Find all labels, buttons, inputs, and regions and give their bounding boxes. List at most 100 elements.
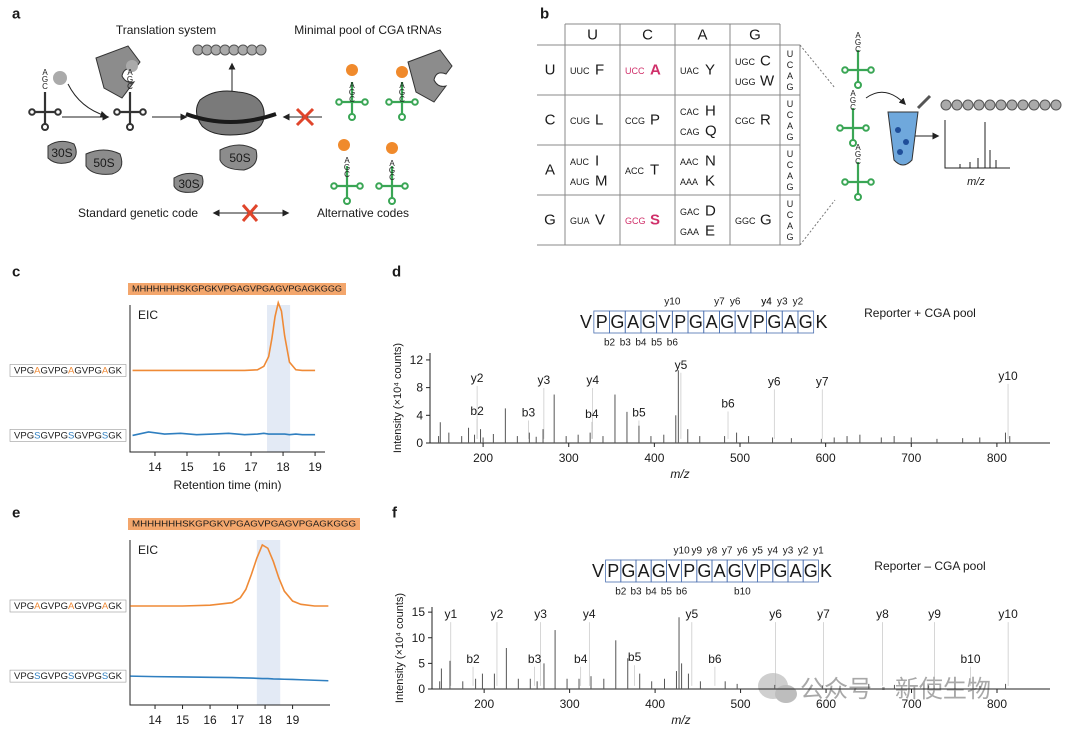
char: G bbox=[61, 365, 68, 375]
ion-label: y10 bbox=[998, 369, 1018, 383]
codon: UGG bbox=[735, 77, 756, 87]
char: P bbox=[88, 671, 94, 681]
row-header: C bbox=[545, 112, 556, 129]
char: G bbox=[94, 430, 101, 440]
char: C bbox=[787, 60, 794, 70]
char: A bbox=[787, 71, 793, 81]
char: G bbox=[108, 601, 115, 611]
char: C bbox=[127, 82, 133, 91]
amino-acid-ball bbox=[53, 71, 67, 85]
char: G bbox=[61, 671, 68, 681]
residue: P bbox=[674, 312, 686, 332]
char: P bbox=[54, 365, 60, 375]
residue: G bbox=[804, 561, 818, 581]
fragment-label: b5 bbox=[651, 338, 663, 349]
char: S bbox=[68, 430, 74, 440]
highlight-band bbox=[267, 305, 291, 452]
eic-label: EIC bbox=[138, 543, 158, 557]
ion-label: b4 bbox=[574, 652, 588, 666]
char: P bbox=[54, 601, 60, 611]
char: G bbox=[40, 365, 47, 375]
row-header: A bbox=[545, 162, 555, 179]
arrow bbox=[67, 83, 108, 118]
char: A bbox=[127, 68, 133, 77]
eic-label: EIC bbox=[138, 308, 158, 322]
char: C bbox=[787, 210, 794, 220]
y-tick-label: 8 bbox=[416, 381, 423, 395]
x-tick-label: 200 bbox=[474, 697, 494, 711]
fragment-label: y1 bbox=[813, 546, 824, 557]
char: G bbox=[850, 96, 856, 105]
char: A bbox=[855, 31, 861, 40]
codon: UGC bbox=[735, 57, 756, 67]
eic-trace bbox=[132, 431, 316, 437]
ion-label: b4 bbox=[585, 407, 599, 421]
char: U bbox=[787, 199, 794, 209]
amino-acid: Q bbox=[705, 123, 717, 140]
axis bbox=[129, 540, 330, 706]
series-label-box bbox=[9, 429, 127, 442]
char: C bbox=[850, 103, 856, 112]
x-tick-label: 600 bbox=[816, 451, 836, 465]
x-tick-label: 19 bbox=[308, 460, 322, 474]
x-tick-label: 18 bbox=[258, 713, 272, 727]
char: A bbox=[68, 601, 74, 611]
codon: CUG bbox=[570, 116, 590, 126]
char: G bbox=[74, 365, 81, 375]
char: G bbox=[399, 88, 405, 97]
codon: GGC bbox=[735, 216, 756, 226]
caption: Alternative codes bbox=[317, 206, 409, 220]
fragment-label: y2 bbox=[798, 546, 809, 557]
x-tick-label: 14 bbox=[148, 460, 162, 474]
ion-label: y4 bbox=[583, 607, 596, 621]
char: A bbox=[42, 68, 48, 77]
x-tick-label: 300 bbox=[559, 451, 579, 465]
residue: G bbox=[689, 312, 703, 332]
char: S bbox=[102, 430, 108, 440]
amino-acid: M bbox=[595, 173, 608, 190]
ion-label: y5 bbox=[675, 358, 688, 372]
amino-acid: I bbox=[595, 153, 599, 170]
char: V bbox=[14, 365, 20, 375]
amino-acid: D bbox=[705, 203, 716, 220]
ion-label: y6 bbox=[768, 374, 781, 388]
x-axis-label: m/z bbox=[671, 713, 690, 727]
y-tick-label: 4 bbox=[416, 408, 423, 422]
char: P bbox=[20, 430, 26, 440]
fragment-label: b6 bbox=[667, 338, 679, 349]
fragment-label: b3 bbox=[630, 587, 642, 598]
char: V bbox=[48, 601, 54, 611]
char: G bbox=[108, 430, 115, 440]
y-tick-label: 5 bbox=[418, 656, 425, 670]
char: P bbox=[88, 365, 94, 375]
chart-title: Reporter – CGA pool bbox=[874, 559, 985, 573]
column-header: G bbox=[749, 27, 761, 44]
ion-label: b6 bbox=[708, 652, 722, 666]
char: A bbox=[787, 221, 793, 231]
residue: A bbox=[627, 312, 639, 332]
residue-box bbox=[802, 559, 819, 583]
factor bbox=[407, 49, 453, 103]
residue: K bbox=[815, 312, 827, 332]
ion-label: b3 bbox=[522, 406, 536, 420]
x-tick-label: 400 bbox=[645, 697, 665, 711]
ion-label: b2 bbox=[466, 652, 480, 666]
panel-label: a bbox=[12, 6, 21, 23]
char: A bbox=[34, 365, 40, 375]
residue: G bbox=[767, 312, 781, 332]
char: U bbox=[787, 149, 794, 159]
char: P bbox=[88, 601, 94, 611]
subunit-label: 50S bbox=[229, 151, 250, 165]
char: A bbox=[850, 89, 856, 98]
fragment-label: y6 bbox=[737, 546, 748, 557]
char: G bbox=[855, 38, 861, 47]
peptide-chain bbox=[192, 44, 267, 56]
y-axis-label: Intensity (×10⁴ counts) bbox=[392, 343, 404, 453]
codon: GCG bbox=[625, 216, 646, 226]
x-tick-label: 17 bbox=[244, 460, 258, 474]
char: P bbox=[20, 671, 26, 681]
x-tick-label: 500 bbox=[731, 697, 751, 711]
char: P bbox=[88, 430, 94, 440]
